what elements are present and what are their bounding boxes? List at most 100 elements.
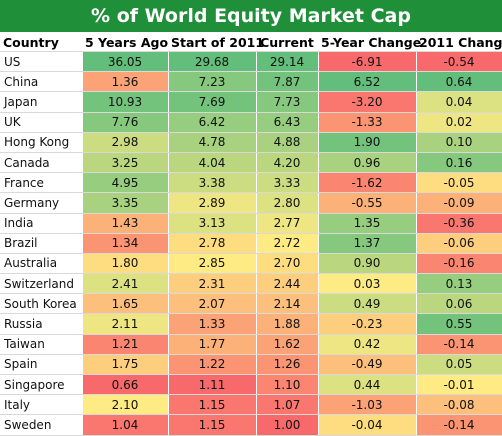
country-cell: Australia xyxy=(0,253,83,275)
value-cell: 0.10 xyxy=(416,132,502,153)
value-cell: 1.15 xyxy=(168,394,257,416)
value-cell: -0.04 xyxy=(318,414,417,436)
value-cell: 2.77 xyxy=(256,213,319,234)
table-row: Spain 1.75 1.22 1.26 -0.49 0.05 xyxy=(0,354,502,376)
table-row: Sweden 1.04 1.15 1.00 -0.04 -0.14 xyxy=(0,414,502,436)
country-cell: Singapore xyxy=(0,374,83,396)
country-cell: Germany xyxy=(0,192,83,214)
column-header-5-years-ago: 5 Years Ago xyxy=(82,33,168,52)
value-cell: 1.15 xyxy=(168,414,257,436)
value-cell: 2.44 xyxy=(256,273,319,295)
value-cell: 3.25 xyxy=(82,152,169,174)
value-cell: -0.05 xyxy=(416,172,502,194)
value-cell: 1.10 xyxy=(256,374,319,396)
table-row: Russia 2.11 1.33 1.88 -0.23 0.55 xyxy=(0,313,502,335)
country-cell: Hong Kong xyxy=(0,132,83,153)
value-cell: 3.33 xyxy=(256,172,319,194)
table-body: US 36.05 29.68 29.14 -6.91 -0.54 China 1.36 7.23… xyxy=(0,51,502,436)
value-cell: 1.04 xyxy=(82,414,169,436)
table-row: India 1.43 3.13 2.77 1.35 -0.36 xyxy=(0,213,502,234)
value-cell: 1.65 xyxy=(82,293,169,315)
value-cell: 1.80 xyxy=(82,253,169,275)
value-cell: 2.98 xyxy=(82,132,169,153)
country-cell: UK xyxy=(0,112,83,133)
table-row: UK 7.76 6.42 6.43 -1.33 0.02 xyxy=(0,112,502,133)
table-row: Taiwan 1.21 1.77 1.62 0.42 -0.14 xyxy=(0,334,502,355)
value-cell: -0.08 xyxy=(416,394,502,416)
country-cell: Taiwan xyxy=(0,334,83,355)
value-cell: -0.14 xyxy=(416,414,502,436)
value-cell: 4.04 xyxy=(168,152,257,174)
value-cell: 2.07 xyxy=(168,293,257,315)
value-cell: 2.31 xyxy=(168,273,257,295)
value-cell: 0.16 xyxy=(416,152,502,174)
value-cell: 1.11 xyxy=(168,374,257,396)
value-cell: 0.55 xyxy=(416,313,502,335)
value-cell: 2.89 xyxy=(168,192,257,214)
value-cell: 36.05 xyxy=(82,51,169,73)
value-cell: -6.91 xyxy=(318,51,417,73)
value-cell: 1.21 xyxy=(82,334,169,355)
value-cell: -0.36 xyxy=(416,213,502,234)
value-cell: 2.70 xyxy=(256,253,319,275)
value-cell: 2.14 xyxy=(256,293,319,315)
country-cell: China xyxy=(0,71,83,93)
value-cell: 1.77 xyxy=(168,334,257,355)
table-row: France 4.95 3.38 3.33 -1.62 -0.05 xyxy=(0,172,502,194)
value-cell: 2.11 xyxy=(82,313,169,335)
country-cell: Sweden xyxy=(0,414,83,436)
value-cell: 2.41 xyxy=(82,273,169,295)
value-cell: 0.66 xyxy=(82,374,169,396)
country-cell: Brazil xyxy=(0,233,83,254)
value-cell: 3.13 xyxy=(168,213,257,234)
value-cell: 7.76 xyxy=(82,112,169,133)
value-cell: 2.72 xyxy=(256,233,319,254)
value-cell: 7.87 xyxy=(256,71,319,93)
value-cell: -0.16 xyxy=(416,253,502,275)
market-cap-table: Country 5 Years Ago Start of 2011 Curren… xyxy=(0,33,502,436)
value-cell: 1.33 xyxy=(168,313,257,335)
table-row: Singapore 0.66 1.11 1.10 0.44 -0.01 xyxy=(0,374,502,396)
value-cell: 0.42 xyxy=(318,334,417,355)
value-cell: 2.80 xyxy=(256,192,319,214)
table-row: Italy 2.10 1.15 1.07 -1.03 -0.08 xyxy=(0,394,502,416)
value-cell: 1.43 xyxy=(82,213,169,234)
value-cell: -0.14 xyxy=(416,334,502,355)
table-row: US 36.05 29.68 29.14 -6.91 -0.54 xyxy=(0,51,502,73)
value-cell: -0.23 xyxy=(318,313,417,335)
value-cell: 0.44 xyxy=(318,374,417,396)
value-cell: 1.37 xyxy=(318,233,417,254)
country-cell: India xyxy=(0,213,83,234)
country-cell: Russia xyxy=(0,313,83,335)
value-cell: 4.78 xyxy=(168,132,257,153)
value-cell: 4.88 xyxy=(256,132,319,153)
value-cell: 0.96 xyxy=(318,152,417,174)
value-cell: 1.07 xyxy=(256,394,319,416)
value-cell: -1.03 xyxy=(318,394,417,416)
country-cell: US xyxy=(0,51,83,73)
table-row: Canada 3.25 4.04 4.20 0.96 0.16 xyxy=(0,152,502,174)
table-row: Switzerland 2.41 2.31 2.44 0.03 0.13 xyxy=(0,273,502,295)
value-cell: 0.13 xyxy=(416,273,502,295)
value-cell: -1.62 xyxy=(318,172,417,194)
value-cell: 29.14 xyxy=(256,51,319,73)
value-cell: 1.00 xyxy=(256,414,319,436)
value-cell: -0.06 xyxy=(416,233,502,254)
value-cell: 2.10 xyxy=(82,394,169,416)
value-cell: 0.49 xyxy=(318,293,417,315)
value-cell: -0.49 xyxy=(318,354,417,376)
table-row: South Korea 1.65 2.07 2.14 0.49 0.06 xyxy=(0,293,502,315)
country-cell: South Korea xyxy=(0,293,83,315)
value-cell: -0.54 xyxy=(416,51,502,73)
value-cell: 2.78 xyxy=(168,233,257,254)
table-row: Japan 10.93 7.69 7.73 -3.20 0.04 xyxy=(0,91,502,113)
value-cell: 7.69 xyxy=(168,91,257,113)
value-cell: -0.09 xyxy=(416,192,502,214)
value-cell: 6.43 xyxy=(256,112,319,133)
value-cell: 1.34 xyxy=(82,233,169,254)
value-cell: 1.22 xyxy=(168,354,257,376)
value-cell: 0.05 xyxy=(416,354,502,376)
value-cell: 10.93 xyxy=(82,91,169,113)
table-row: Hong Kong 2.98 4.78 4.88 1.90 0.10 xyxy=(0,132,502,153)
